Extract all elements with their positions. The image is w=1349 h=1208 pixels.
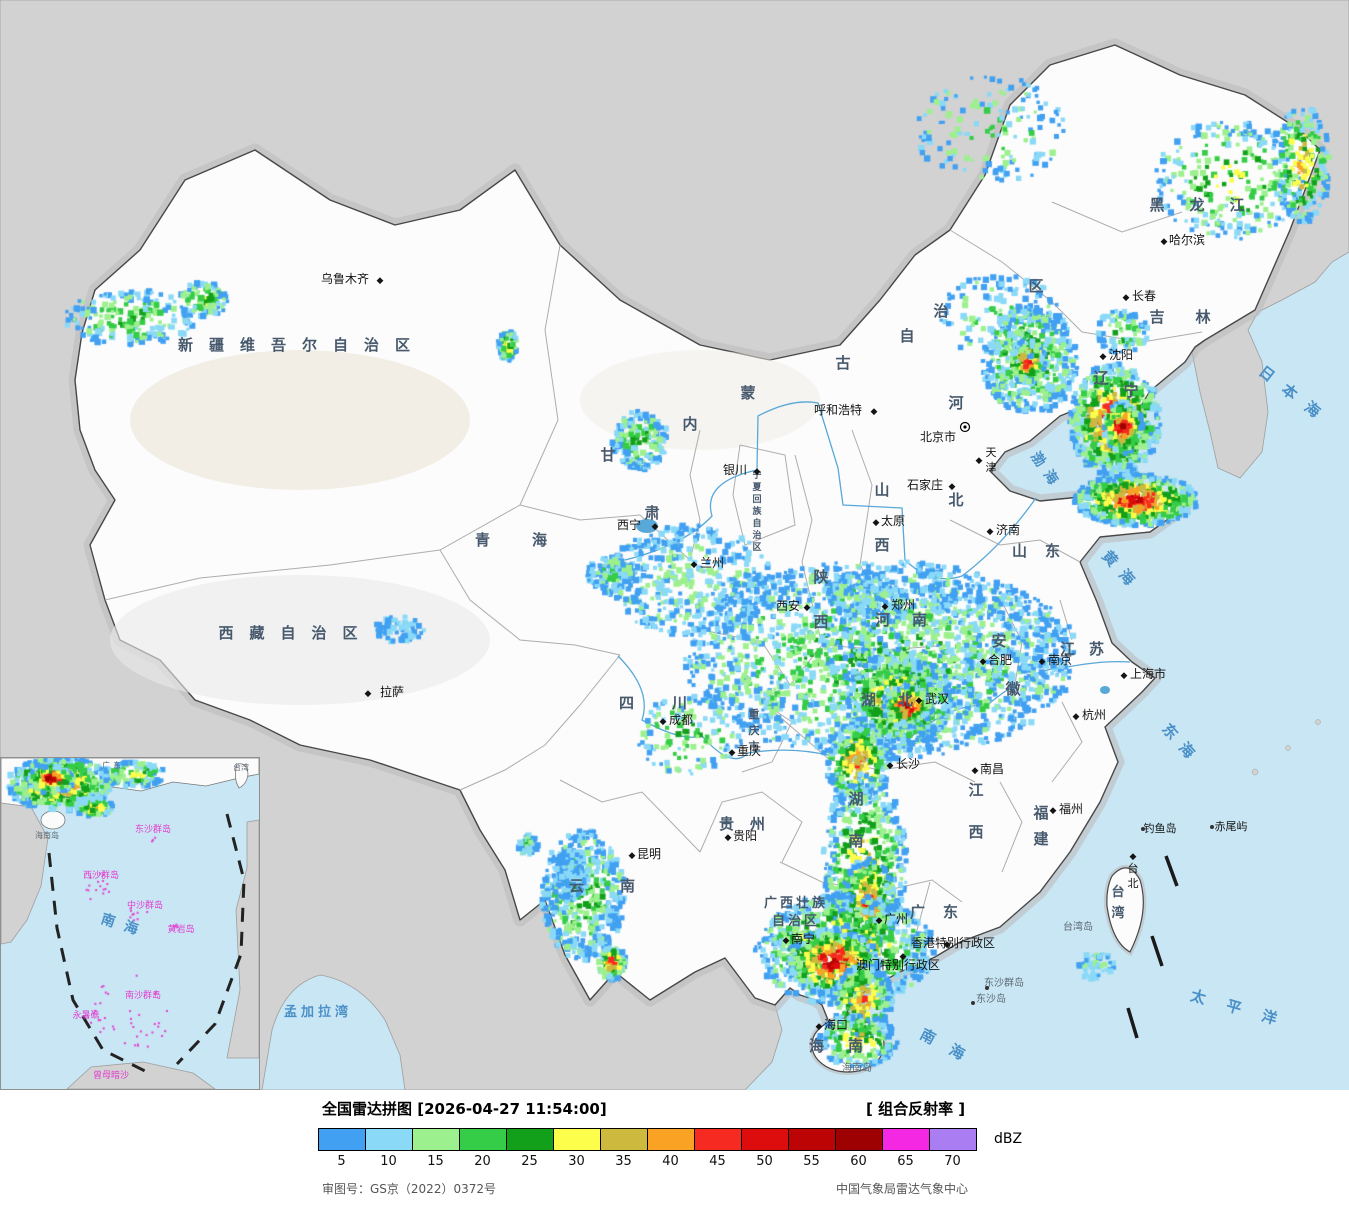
approval-number: 审图号：GS京（2022）0372号 — [322, 1182, 496, 1196]
dbz-tick: 20 — [474, 1154, 491, 1169]
terrain-tarim — [130, 350, 470, 490]
dbz-swatch — [318, 1128, 366, 1151]
map-title: 全国雷达拼图 [2026-04-27 11:54:00] — [322, 1100, 607, 1118]
dbz-swatch — [694, 1128, 742, 1151]
tai-lake — [1100, 686, 1110, 694]
dbz-tick: 60 — [850, 1154, 867, 1169]
islet — [1315, 719, 1321, 725]
dbz-swatch — [929, 1128, 977, 1151]
dbz-tick: 10 — [380, 1154, 397, 1169]
pk-label: 中沙群岛 — [127, 899, 163, 911]
sea-label: 南海 — [99, 910, 150, 941]
hainan-island — [811, 1017, 885, 1073]
pk-label: 南沙群岛 — [125, 989, 161, 1001]
dbz-swatch — [600, 1128, 648, 1151]
isl-label: 海南岛 — [35, 830, 59, 840]
south-china-sea-inset: 南海 东沙群岛西沙群岛中沙群岛 黄岩岛南沙群岛永暑礁曾母暗沙 海南岛 广东 台湾 — [0, 757, 260, 1090]
pk-label: 西沙群岛 — [83, 869, 119, 881]
islet — [1285, 745, 1291, 751]
dbz-tick: 50 — [756, 1154, 773, 1169]
dbz-tick-row: 5 10 15 20 25 30 35 40 45 50 55 60 65 70 — [318, 1154, 976, 1169]
dbz-tick: 70 — [944, 1154, 961, 1169]
dbz-tick: 45 — [709, 1154, 726, 1169]
isl-label: 广东 — [102, 760, 124, 770]
dbz-tick: 65 — [897, 1154, 914, 1169]
qinghai-lake — [636, 519, 658, 533]
dbz-swatch — [741, 1128, 789, 1151]
dbz-swatch — [882, 1128, 930, 1151]
pk-label: 曾母暗沙 — [93, 1069, 129, 1081]
dbz-tick: 5 — [337, 1154, 346, 1169]
dbz-tick: 40 — [662, 1154, 679, 1169]
dbz-tick: 15 — [427, 1154, 444, 1169]
dbz-tick: 30 — [568, 1154, 585, 1169]
terrain-gobi — [580, 350, 820, 450]
terrain-tibet — [110, 575, 490, 705]
pk-label: 黄岩岛 — [167, 923, 194, 935]
organization-name: 中国气象局雷达气象中心 — [836, 1182, 969, 1196]
legend-panel: 全国雷达拼图 [2026-04-27 11:54:00] [ 组合反射率 ] d… — [0, 1090, 1349, 1208]
isl-label: 台湾 — [233, 762, 249, 772]
dbz-swatch — [835, 1128, 883, 1151]
dbz-swatch — [647, 1128, 695, 1151]
dbz-swatch — [412, 1128, 460, 1151]
pk-label: 永暑礁 — [72, 1009, 99, 1021]
dbz-tick: 25 — [521, 1154, 538, 1169]
dbz-swatch — [553, 1128, 601, 1151]
product-name: [ 组合反射率 ] — [866, 1100, 966, 1118]
dbz-tick: 55 — [803, 1154, 820, 1169]
dbz-swatch — [365, 1128, 413, 1151]
dbz-swatch — [506, 1128, 554, 1151]
dbz-tick: 35 — [615, 1154, 632, 1169]
china-radar-map: 新疆维吾尔自治区 西藏自治区 青海甘肃内蒙古自治区黑龙江吉林辽宁河北 山西 山东 河南 陕西… — [0, 0, 1349, 1090]
islet — [1251, 768, 1259, 776]
pk-label: 东沙群岛 — [135, 823, 171, 835]
dbz-swatch — [788, 1128, 836, 1151]
dbz-unit-label: dBZ — [994, 1131, 1023, 1147]
dbz-swatch — [459, 1128, 507, 1151]
dbz-color-scale — [318, 1128, 977, 1151]
